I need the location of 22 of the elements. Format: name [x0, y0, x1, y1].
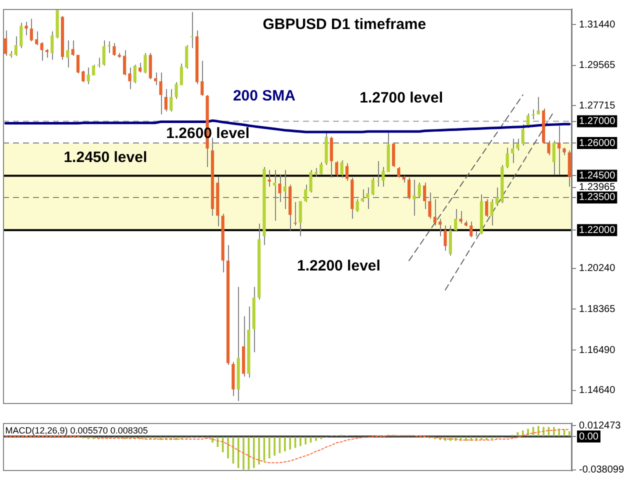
y-tick-label: 1.26000: [579, 138, 616, 149]
text: GBPUSD D1 timeframe: [262, 16, 426, 34]
y-tick-label: 1.24500: [579, 170, 616, 182]
y-tick-label: 1.29565: [579, 60, 616, 72]
y-tick-label: 0.012473: [579, 420, 622, 432]
y-tick-label: 0.00: [579, 431, 599, 442]
y-tick-label: 1.27715: [579, 100, 616, 112]
y-tick-label: -0.038099: [579, 464, 624, 476]
y-tick-label: 1.31440: [579, 19, 616, 30]
ref-line-label: 1.2200 level: [297, 257, 380, 274]
series-label: 200 SMA: [232, 88, 296, 105]
y-tick-label: 1.18365: [579, 304, 616, 315]
ref-line-label: 1.2450 level: [64, 148, 148, 166]
y-tick-label: 1.23965: [579, 182, 616, 194]
y-tick-label: 1.16490: [579, 344, 616, 356]
y-tick-label: 1.22000: [579, 224, 616, 236]
y-tick-label: 1.23500: [579, 192, 616, 204]
y-tick-label: 1.14640: [579, 385, 616, 396]
y-tick-label: 1.20240: [579, 263, 616, 274]
chart-title: MACD(12,26,9) 0.005570 0.008305: [5, 425, 148, 436]
y-tick-label: 1.27000: [579, 116, 616, 128]
ref-line-label: 1.2700 level: [360, 89, 444, 106]
